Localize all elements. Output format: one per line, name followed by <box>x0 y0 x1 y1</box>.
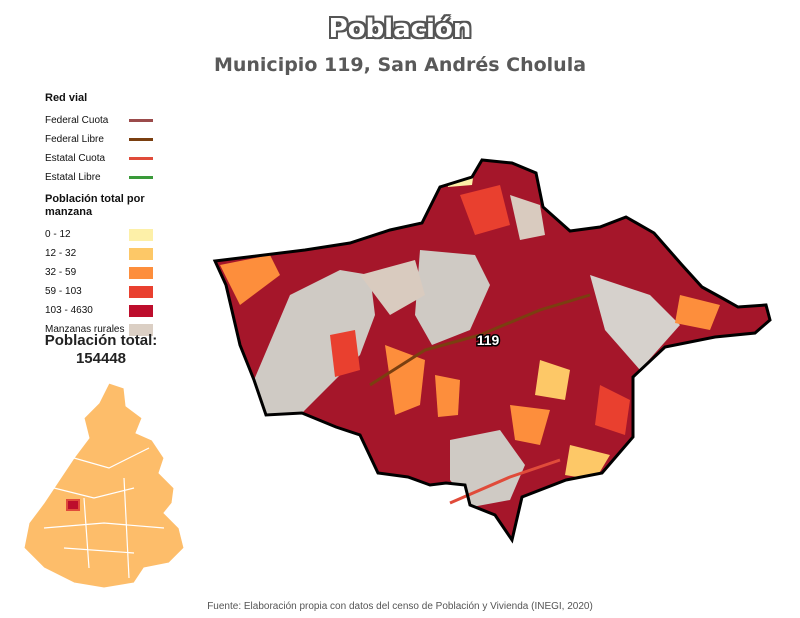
total-population-label: Población total: <box>44 332 158 349</box>
roads-legend-heading: Red vial <box>45 92 88 104</box>
legend-road-swatch <box>129 176 153 179</box>
legend-road-label: Estatal Cuota <box>45 153 106 164</box>
legend-road-item: Federal Cuota <box>45 111 185 130</box>
source-note: Fuente: Elaboración propia con datos del… <box>207 601 593 612</box>
legend-rural-label: Manzanas rurales <box>45 324 125 335</box>
legend-road-label: Federal Libre <box>45 134 104 145</box>
map-blocks <box>215 160 770 540</box>
municipality-locator-box <box>66 499 80 511</box>
legend-class-swatch <box>129 285 153 298</box>
legend-class-swatch <box>129 247 153 260</box>
legend-rural-item: Manzanas rurales <box>45 320 185 339</box>
legend-road-label: Federal Cuota <box>45 115 109 126</box>
map-title: Población <box>328 14 472 44</box>
legend-class-swatch <box>129 304 153 317</box>
legend-class-label: 32 - 59 <box>45 267 77 278</box>
legend-class-item: 103 - 4630 <box>45 301 185 320</box>
legend-class-item: 59 - 103 <box>45 282 185 301</box>
legend-class-label: 59 - 103 <box>45 286 82 297</box>
legend-road-label: Estatal Libre <box>45 172 101 183</box>
legend-class-label: 12 - 32 <box>45 248 77 259</box>
legend-road-swatch <box>129 138 153 141</box>
state-shape <box>23 382 185 589</box>
total-population: Población total: 154448 <box>26 332 176 368</box>
legend-class-swatch <box>129 228 153 241</box>
state-locator-map <box>23 382 185 589</box>
estatal-cuota-road <box>449 458 561 505</box>
legend-road-item: Estatal Libre <box>45 168 185 187</box>
legend-class-item: 12 - 32 <box>45 244 185 263</box>
legend-class-item: 32 - 59 <box>45 263 185 282</box>
legend-road-swatch <box>129 119 153 122</box>
legend-class-item: 0 - 12 <box>45 225 185 244</box>
legend-class-label: 103 - 4630 <box>45 305 93 316</box>
legend-road-swatch <box>129 157 153 160</box>
legend-road-item: Federal Libre <box>45 130 185 149</box>
legend-rural-swatch <box>129 323 153 336</box>
municipality-boundary <box>212 158 772 544</box>
map-subtitle: Municipio 119, San Andrés Cholula <box>213 54 587 76</box>
legend-class-swatch <box>129 266 153 279</box>
legend-road-item: Estatal Cuota <box>45 149 185 168</box>
population-legend-heading: Población total por manzana <box>45 193 145 218</box>
legend: Red vial Federal Cuota Federal Libre Est… <box>45 92 185 339</box>
legend-class-label: 0 - 12 <box>45 229 71 240</box>
total-population-value: 154448 <box>75 350 127 367</box>
municipality-label: 119 <box>477 332 500 348</box>
federal-libre-road <box>369 293 591 387</box>
municipality-map: 119 <box>212 158 772 544</box>
